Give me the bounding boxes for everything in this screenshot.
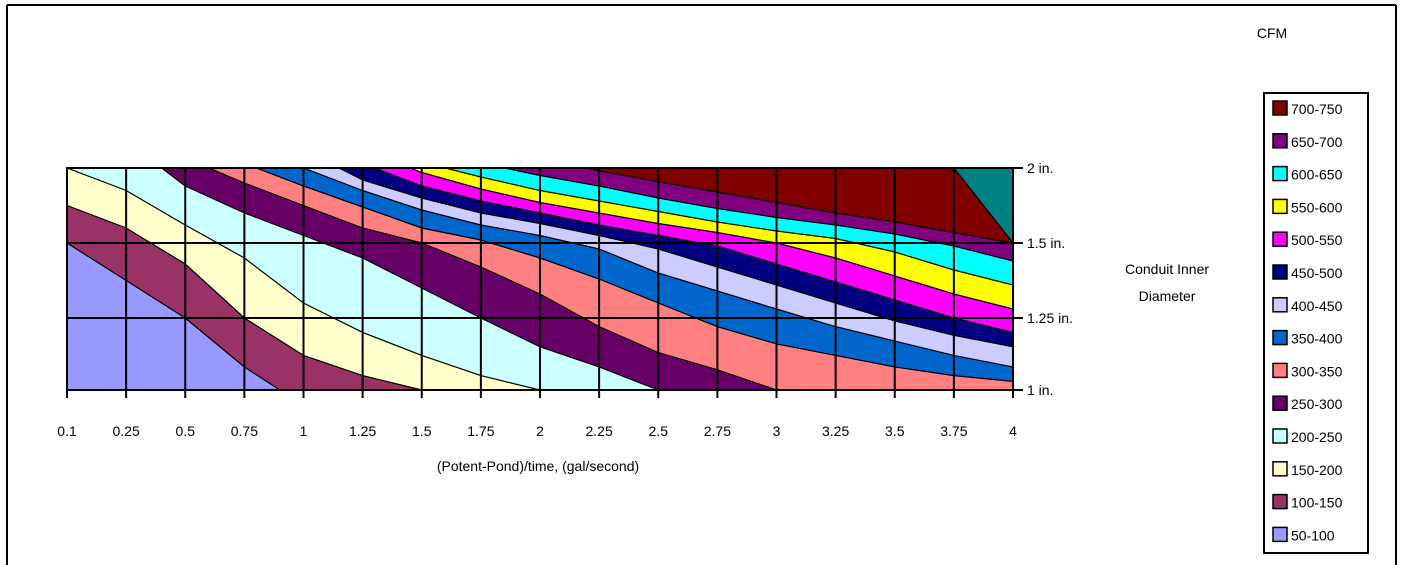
x-tick-label: 4: [1009, 423, 1017, 439]
y-tick-label: 1 in.: [1027, 382, 1053, 398]
x-tick-label: 3.75: [940, 423, 967, 439]
legend-label-50-100: 50-100: [1291, 527, 1335, 543]
x-tick-label: 0.75: [231, 423, 258, 439]
legend-swatch-50-100: [1272, 526, 1288, 543]
legend-swatch-200-250: [1272, 428, 1288, 444]
legend-label-400-450: 400-450: [1291, 298, 1343, 314]
legend-title: CFM: [1257, 25, 1287, 41]
y-tick-label: 1.5 in.: [1027, 235, 1065, 251]
legend-swatch-650-700: [1272, 133, 1288, 149]
x-tick-label: 3: [773, 423, 781, 439]
x-tick-label: 1.25: [349, 423, 376, 439]
y-tick-label: 1.25 in.: [1027, 310, 1073, 326]
legend-label-500-550: 500-550: [1291, 232, 1343, 248]
y-axis-label-line2: Diameter: [1139, 288, 1196, 304]
legend-swatch-250-300: [1272, 395, 1288, 411]
x-tick-label: 2: [536, 423, 544, 439]
legend-label-300-350: 300-350: [1291, 363, 1343, 379]
legend-label-200-250: 200-250: [1291, 429, 1343, 445]
x-tick-label: 2.5: [649, 423, 669, 439]
legend-swatch-450-500: [1272, 264, 1288, 280]
legend-swatch-550-600: [1272, 198, 1288, 215]
legend-swatch-350-400: [1272, 329, 1288, 346]
x-tick-label: 2.25: [586, 423, 613, 439]
x-tick-label: 1: [300, 423, 308, 439]
legend-label-350-400: 350-400: [1291, 331, 1343, 347]
x-tick-label: 1.5: [412, 423, 432, 439]
x-tick-label: 3.25: [822, 423, 849, 439]
y-tick-label: 2 in.: [1027, 160, 1053, 176]
legend-swatch-400-450: [1272, 297, 1288, 313]
x-tick-label: 3.5: [885, 423, 905, 439]
legend-label-100-150: 100-150: [1291, 495, 1343, 511]
legend-swatch-100-150: [1272, 493, 1288, 510]
legend-box: [1263, 92, 1369, 554]
legend-label-700-750: 700-750: [1291, 101, 1343, 117]
x-axis-label: (Potent-Pond)/time, (gal/second): [437, 458, 639, 474]
legend-label-450-500: 450-500: [1291, 265, 1343, 281]
legend-swatch-700-750: [1272, 100, 1288, 116]
legend-swatch-500-550: [1272, 231, 1288, 247]
x-tick-label: 0.5: [176, 423, 196, 439]
legend-swatch-300-350: [1272, 362, 1288, 379]
legend-label-250-300: 250-300: [1291, 396, 1343, 412]
legend-label-600-650: 600-650: [1291, 167, 1343, 183]
legend-swatch-600-650: [1272, 165, 1288, 182]
x-tick-label: 0.25: [113, 423, 140, 439]
x-tick-label: 1.75: [467, 423, 494, 439]
y-axis-label-line1: Conduit Inner: [1125, 261, 1209, 277]
legend-label-150-200: 150-200: [1291, 462, 1343, 478]
legend-label-650-700: 650-700: [1291, 134, 1343, 150]
x-tick-label: 2.75: [704, 423, 731, 439]
x-tick-label: 0.1: [57, 423, 77, 439]
legend-label-550-600: 550-600: [1291, 199, 1343, 215]
tick-layer: 0.1 0.25 0.5 0.75 1 1.25 1.5 1.75 2 2.25 2.5 2.75 3 3…: [57, 160, 1073, 439]
legend-swatch-150-200: [1272, 461, 1288, 477]
legend-entries: 700-750 650-700 600-650 550-600 500-550 450-5…: [1272, 100, 1343, 543]
